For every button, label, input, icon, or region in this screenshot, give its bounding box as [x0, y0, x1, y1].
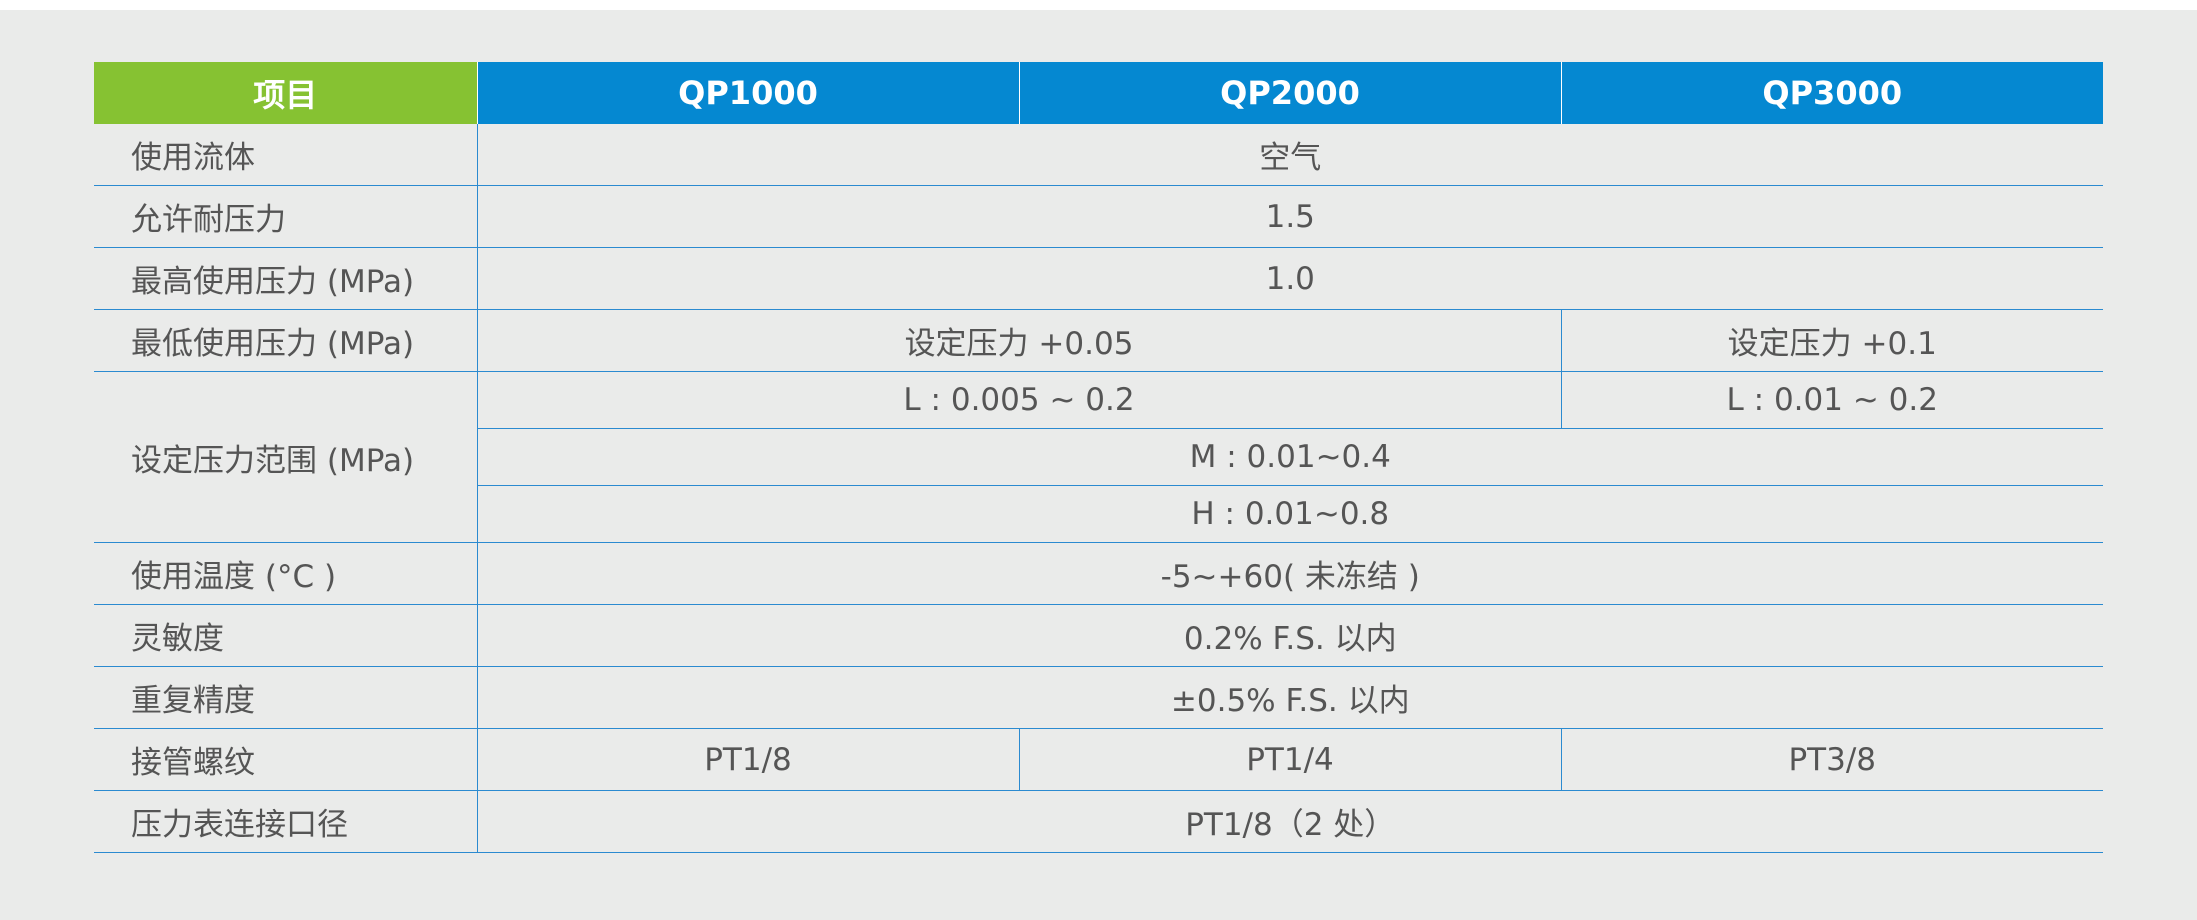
row-value-set-range-l-qp3000: L : 0.01 ~ 0.2 — [1560, 371, 2103, 429]
row-sensitivity: 灵敏度 0.2% F.S. 以内 — [94, 604, 2103, 667]
row-label-gauge-port: 压力表连接口径 — [94, 790, 478, 853]
row-port-thread: 接管螺纹 PT1/8 PT1/4 PT3/8 — [94, 728, 2103, 791]
row-value-min-pressure-qp1000-qp2000: 设定压力 +0.05 — [477, 309, 1561, 372]
row-value-fluid: 空气 — [477, 124, 2103, 186]
row-value-proof-pressure: 1.5 — [477, 185, 2103, 248]
row-repeatability: 重复精度 ±0.5% F.S. 以内 — [94, 666, 2103, 729]
row-proof-pressure: 允许耐压力 1.5 — [94, 185, 2103, 248]
row-value-port-thread-qp2000: PT1/4 — [1018, 728, 1561, 791]
row-fluid: 使用流体 空气 — [94, 124, 2103, 186]
header-item: 项目 — [94, 62, 477, 124]
row-value-set-range-l-qp1000-qp2000: L : 0.005 ~ 0.2 — [477, 371, 1561, 429]
header-model-qp1000: QP1000 — [476, 62, 1019, 124]
row-set-range-m: M : 0.01~0.4 — [94, 428, 2103, 486]
row-label-port-thread: 接管螺纹 — [94, 728, 478, 791]
row-gauge-port: 压力表连接口径 PT1/8（2 处） — [94, 790, 2103, 853]
row-label-max-pressure: 最高使用压力 (MPa) — [94, 247, 478, 310]
row-value-repeatability: ±0.5% F.S. 以内 — [477, 666, 2103, 729]
spec-table: 项目 QP1000 QP2000 QP3000 使用流体 空气 允许耐压力 1.… — [94, 62, 2103, 853]
row-set-range-l: 设定压力范围 (MPa) L : 0.005 ~ 0.2 L : 0.01 ~ … — [94, 371, 2103, 543]
row-value-min-pressure-qp3000: 设定压力 +0.1 — [1560, 309, 2103, 372]
row-label-proof-pressure: 允许耐压力 — [94, 185, 478, 248]
row-value-port-thread-qp3000: PT3/8 — [1560, 728, 2103, 791]
row-max-pressure: 最高使用压力 (MPa) 1.0 — [94, 247, 2103, 310]
row-value-sensitivity: 0.2% F.S. 以内 — [477, 604, 2103, 667]
row-label-temperature: 使用温度 (°C ) — [94, 542, 478, 605]
row-value-set-range-h: H : 0.01~0.8 — [477, 485, 2103, 543]
row-label-set-range: 设定压力范围 (MPa) — [94, 371, 478, 543]
row-label-fluid: 使用流体 — [94, 124, 478, 186]
header-model-qp3000: QP3000 — [1560, 62, 2103, 124]
header-model-qp2000: QP2000 — [1018, 62, 1561, 124]
row-label-repeatability: 重复精度 — [94, 666, 478, 729]
row-value-max-pressure: 1.0 — [477, 247, 2103, 310]
row-set-range-h: H : 0.01~0.8 — [94, 485, 2103, 543]
spec-sheet: 项目 QP1000 QP2000 QP3000 使用流体 空气 允许耐压力 1.… — [0, 10, 2197, 920]
row-min-pressure: 最低使用压力 (MPa) 设定压力 +0.05 设定压力 +0.1 — [94, 309, 2103, 372]
row-label-min-pressure: 最低使用压力 (MPa) — [94, 309, 478, 372]
row-temperature: 使用温度 (°C ) -5~+60( 未冻结 ) — [94, 542, 2103, 605]
row-value-port-thread-qp1000: PT1/8 — [477, 728, 1019, 791]
header-row: 项目 QP1000 QP2000 QP3000 — [94, 62, 2103, 124]
row-value-gauge-port: PT1/8（2 处） — [477, 790, 2103, 853]
row-label-sensitivity: 灵敏度 — [94, 604, 478, 667]
row-value-set-range-m: M : 0.01~0.4 — [477, 428, 2103, 486]
row-value-temperature: -5~+60( 未冻结 ) — [477, 542, 2103, 605]
